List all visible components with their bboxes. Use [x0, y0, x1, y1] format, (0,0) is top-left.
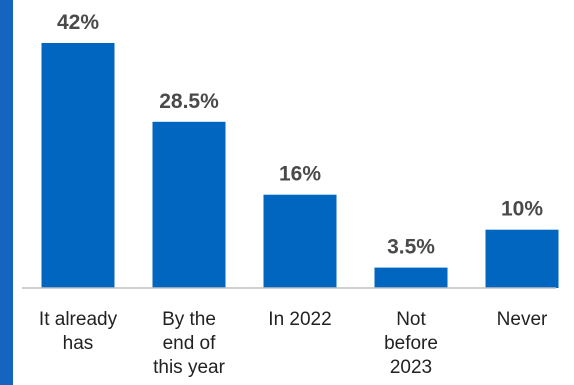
x-tick-label-1-line-1: end of: [163, 333, 217, 354]
x-tick-label-1-line-2: this year: [153, 357, 225, 378]
x-tick-label-4-line-0: Never: [497, 309, 548, 330]
x-tick-label-3-line-1: before: [384, 333, 438, 354]
data-label-1: 28.5%: [159, 90, 219, 113]
bar-3: [375, 268, 448, 288]
data-label-0: 42%: [57, 11, 99, 34]
x-tick-label-0-line-1: has: [63, 333, 94, 354]
x-tick-label-1-line-0: By the: [162, 309, 216, 330]
data-label-2: 16%: [279, 163, 321, 186]
x-tick-label-0-line-0: It already: [39, 309, 118, 330]
data-label-4: 10%: [501, 198, 543, 221]
x-tick-label-3-line-2: 2023: [390, 357, 432, 378]
bar-1: [153, 122, 226, 288]
left-accent-strip: [0, 0, 13, 385]
data-label-3: 3.5%: [387, 236, 435, 259]
x-tick-labels-layer: It already has By the end of this year In 202…: [39, 309, 548, 378]
x-tick-label-3-line-0: Not: [396, 309, 426, 330]
bar-2: [264, 195, 337, 288]
x-tick-label-2-line-0: In 2022: [268, 309, 331, 330]
bar-0: [42, 43, 115, 288]
bar-4: [486, 230, 559, 288]
